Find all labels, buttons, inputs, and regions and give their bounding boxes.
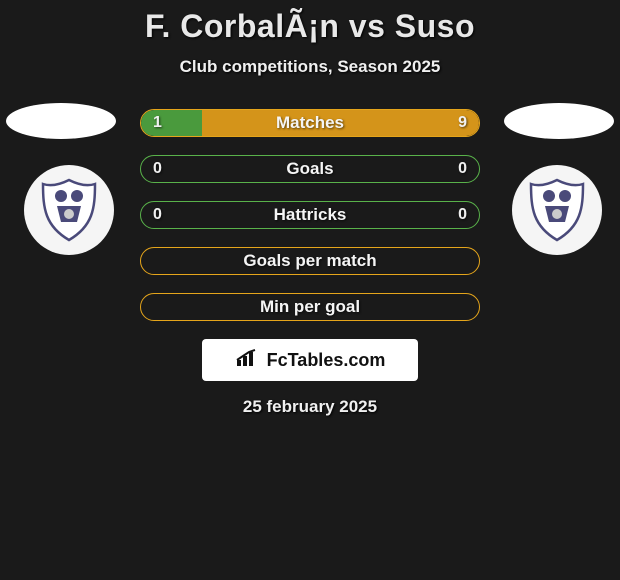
- stat-bar: 0Goals0: [140, 155, 480, 183]
- comparison-panel: 1Matches90Goals00Hattricks0Goals per mat…: [0, 109, 620, 417]
- bar-value-right: 0: [458, 202, 467, 228]
- stat-bar: 1Matches9: [140, 109, 480, 137]
- chart-icon: [235, 348, 261, 373]
- stat-bars: 1Matches90Goals00Hattricks0Goals per mat…: [140, 109, 480, 321]
- watermark-text: FcTables.com: [267, 350, 386, 371]
- bar-label: Min per goal: [141, 294, 479, 320]
- watermark-badge: FcTables.com: [202, 339, 418, 381]
- club-badge-right: [512, 165, 602, 255]
- shield-icon: [527, 178, 587, 242]
- shield-icon: [39, 178, 99, 242]
- player-avatar-left: [6, 103, 116, 139]
- player-avatar-right: [504, 103, 614, 139]
- date-label: 25 february 2025: [0, 397, 620, 417]
- bar-value-right: 0: [458, 156, 467, 182]
- bar-label: Goals per match: [141, 248, 479, 274]
- bar-value-right: 9: [458, 110, 467, 136]
- stat-bar: 0Hattricks0: [140, 201, 480, 229]
- root: F. CorbalÃ¡n vs Suso Club competitions, …: [0, 0, 620, 425]
- bar-label: Goals: [141, 156, 479, 182]
- stat-bar: Min per goal: [140, 293, 480, 321]
- subtitle: Club competitions, Season 2025: [0, 57, 620, 77]
- club-badge-left: [24, 165, 114, 255]
- page-title: F. CorbalÃ¡n vs Suso: [0, 8, 620, 45]
- bar-label: Hattricks: [141, 202, 479, 228]
- stat-bar: Goals per match: [140, 247, 480, 275]
- bar-label: Matches: [141, 110, 479, 136]
